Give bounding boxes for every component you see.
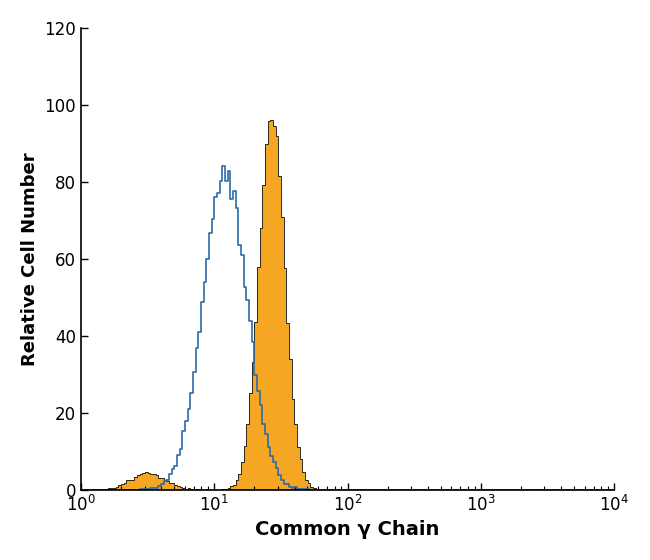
X-axis label: Common γ Chain: Common γ Chain <box>255 520 440 539</box>
Y-axis label: Relative Cell Number: Relative Cell Number <box>21 152 39 366</box>
